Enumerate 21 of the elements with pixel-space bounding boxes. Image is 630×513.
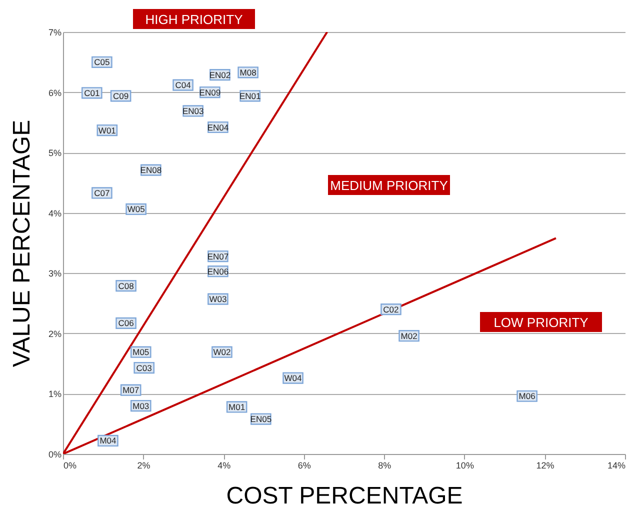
annotation: LOW PRIORITY — [494, 315, 589, 330]
y-tick-label: 1% — [48, 389, 62, 400]
x-axis-title: COST PERCENTAGE — [226, 482, 463, 510]
y-tick-label: 3% — [48, 268, 62, 279]
x-tick-label: 12% — [536, 460, 554, 470]
y-tick-label: 4% — [48, 208, 62, 218]
x-tick-label: 10% — [456, 460, 474, 470]
annotation: MEDIUM PRIORITY — [330, 178, 448, 193]
y-tick-label: 0% — [48, 450, 62, 460]
x-tick-label: 4% — [218, 460, 231, 470]
y-axis-title: VALUE PERCENTAGE — [8, 120, 36, 368]
x-tick-label: 6% — [298, 460, 311, 470]
y-tick-label: 6% — [48, 88, 62, 98]
x-tick-label: 0% — [64, 460, 77, 470]
x-tick-label: 8% — [378, 460, 392, 470]
text: HIGH PRIORITY — [145, 12, 244, 27]
y-tick-label: 2% — [48, 328, 62, 339]
y-tick-label: 5% — [48, 148, 62, 158]
x-tick-label: 2% — [137, 460, 150, 470]
x-tick-label: 14% — [607, 460, 626, 470]
y-tick-label: 7% — [48, 28, 62, 38]
